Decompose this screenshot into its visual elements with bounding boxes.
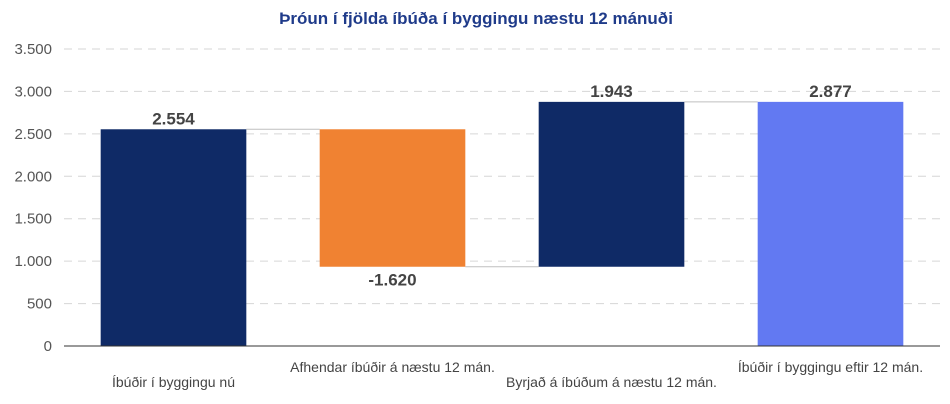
bar [100, 129, 247, 346]
y-tick-label: 2.000 [14, 168, 52, 185]
y-tick-label: 2.500 [14, 126, 52, 143]
y-tick-label: 3.000 [14, 83, 52, 100]
x-axis-label: Íbúðir í byggingu nú [112, 374, 235, 390]
y-tick-label: 0 [44, 338, 52, 355]
y-tick-label: 1.000 [14, 253, 52, 270]
data-label: -1.620 [368, 271, 416, 290]
data-label: 2.877 [809, 82, 852, 101]
y-axis-ticks: 0 500 1.000 1.500 2.000 2.500 3.000 3.500 [14, 41, 52, 355]
y-tick-label: 1.500 [14, 211, 52, 228]
chart-title: Þróun í fjölda íbúða í byggingu næstu 12… [279, 9, 673, 28]
x-axis-label: Afhendar íbúðir á næstu 12 mán. [290, 359, 495, 375]
x-axis-labels: Íbúðir í byggingu nú Afhendar íbúðir á næ… [112, 359, 923, 390]
bars [100, 101, 904, 346]
data-labels: 2.554 -1.620 1.943 2.877 [152, 82, 852, 290]
y-tick-label: 500 [27, 296, 52, 313]
x-axis-label: Íbúðir í byggingu eftir 12 mán. [738, 359, 923, 375]
bar [757, 101, 904, 346]
connector-lines [246, 101, 758, 268]
data-label: 2.554 [152, 109, 195, 128]
x-axis-label: Byrjað á íbúðum á næstu 12 mán. [506, 374, 717, 390]
y-tick-label: 3.500 [14, 41, 52, 58]
bar [538, 101, 685, 267]
data-label: 1.943 [590, 82, 633, 101]
bar [319, 129, 466, 267]
